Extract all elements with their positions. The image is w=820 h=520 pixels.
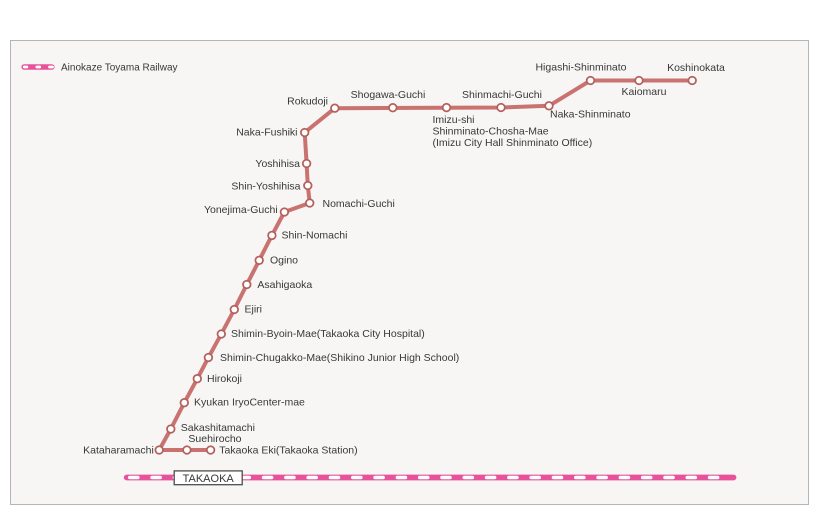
svg-text:Shogawa-Guchi: Shogawa-Guchi — [351, 89, 426, 101]
svg-text:Kataharamachi: Kataharamachi — [83, 444, 154, 456]
svg-text:TAKAOKA: TAKAOKA — [183, 473, 235, 485]
svg-text:Naka-Fushiki: Naka-Fushiki — [236, 127, 297, 139]
svg-text:Takaoka Eki(Takaoka Station): Takaoka Eki(Takaoka Station) — [219, 444, 357, 456]
svg-text:(Imizu City Hall Shinminato Of: (Imizu City Hall Shinminato Office) — [433, 137, 593, 149]
svg-text:Sakashitamachi: Sakashitamachi — [181, 422, 255, 434]
svg-text:Koshinokata: Koshinokata — [667, 62, 725, 74]
svg-text:Hirokoji: Hirokoji — [207, 373, 242, 385]
svg-text:Suehirocho: Suehirocho — [188, 433, 241, 445]
svg-text:Ogino: Ogino — [270, 255, 298, 267]
svg-text:Shimin-Chugakko-Mae(Shikino Ju: Shimin-Chugakko-Mae(Shikino Junior High … — [220, 352, 459, 364]
svg-text:Yoshihisa: Yoshihisa — [255, 158, 300, 170]
svg-text:Shinmachi-Guchi: Shinmachi-Guchi — [462, 89, 542, 101]
svg-text:Asahigaoka: Asahigaoka — [257, 279, 312, 291]
svg-text:Kyukan IryoCenter-mae: Kyukan IryoCenter-mae — [194, 397, 305, 409]
svg-text:Naka-Shinminato: Naka-Shinminato — [550, 109, 631, 121]
svg-text:Higashi-Shinminato: Higashi-Shinminato — [535, 62, 626, 74]
svg-text:Kaiomaru: Kaiomaru — [622, 86, 667, 98]
svg-text:Shimin-Byoin-Mae(Takaoka City: Shimin-Byoin-Mae(Takaoka City Hospital) — [231, 328, 425, 340]
svg-text:Shin-Yoshihisa: Shin-Yoshihisa — [231, 180, 300, 192]
svg-text:Yonejima-Guchi: Yonejima-Guchi — [204, 204, 278, 216]
svg-text:Nomachi-Guchi: Nomachi-Guchi — [323, 198, 395, 210]
svg-text:Imizu-shi: Imizu-shi — [433, 114, 475, 126]
svg-text:Ejiri: Ejiri — [245, 304, 263, 316]
svg-text:Shinminato-Chosha-Mae: Shinminato-Chosha-Mae — [433, 126, 549, 138]
svg-text:Ainokaze Toyama Railway: Ainokaze Toyama Railway — [61, 63, 178, 74]
svg-text:Rokudoji: Rokudoji — [287, 96, 328, 108]
svg-text:Shin-Nomachi: Shin-Nomachi — [282, 230, 348, 242]
